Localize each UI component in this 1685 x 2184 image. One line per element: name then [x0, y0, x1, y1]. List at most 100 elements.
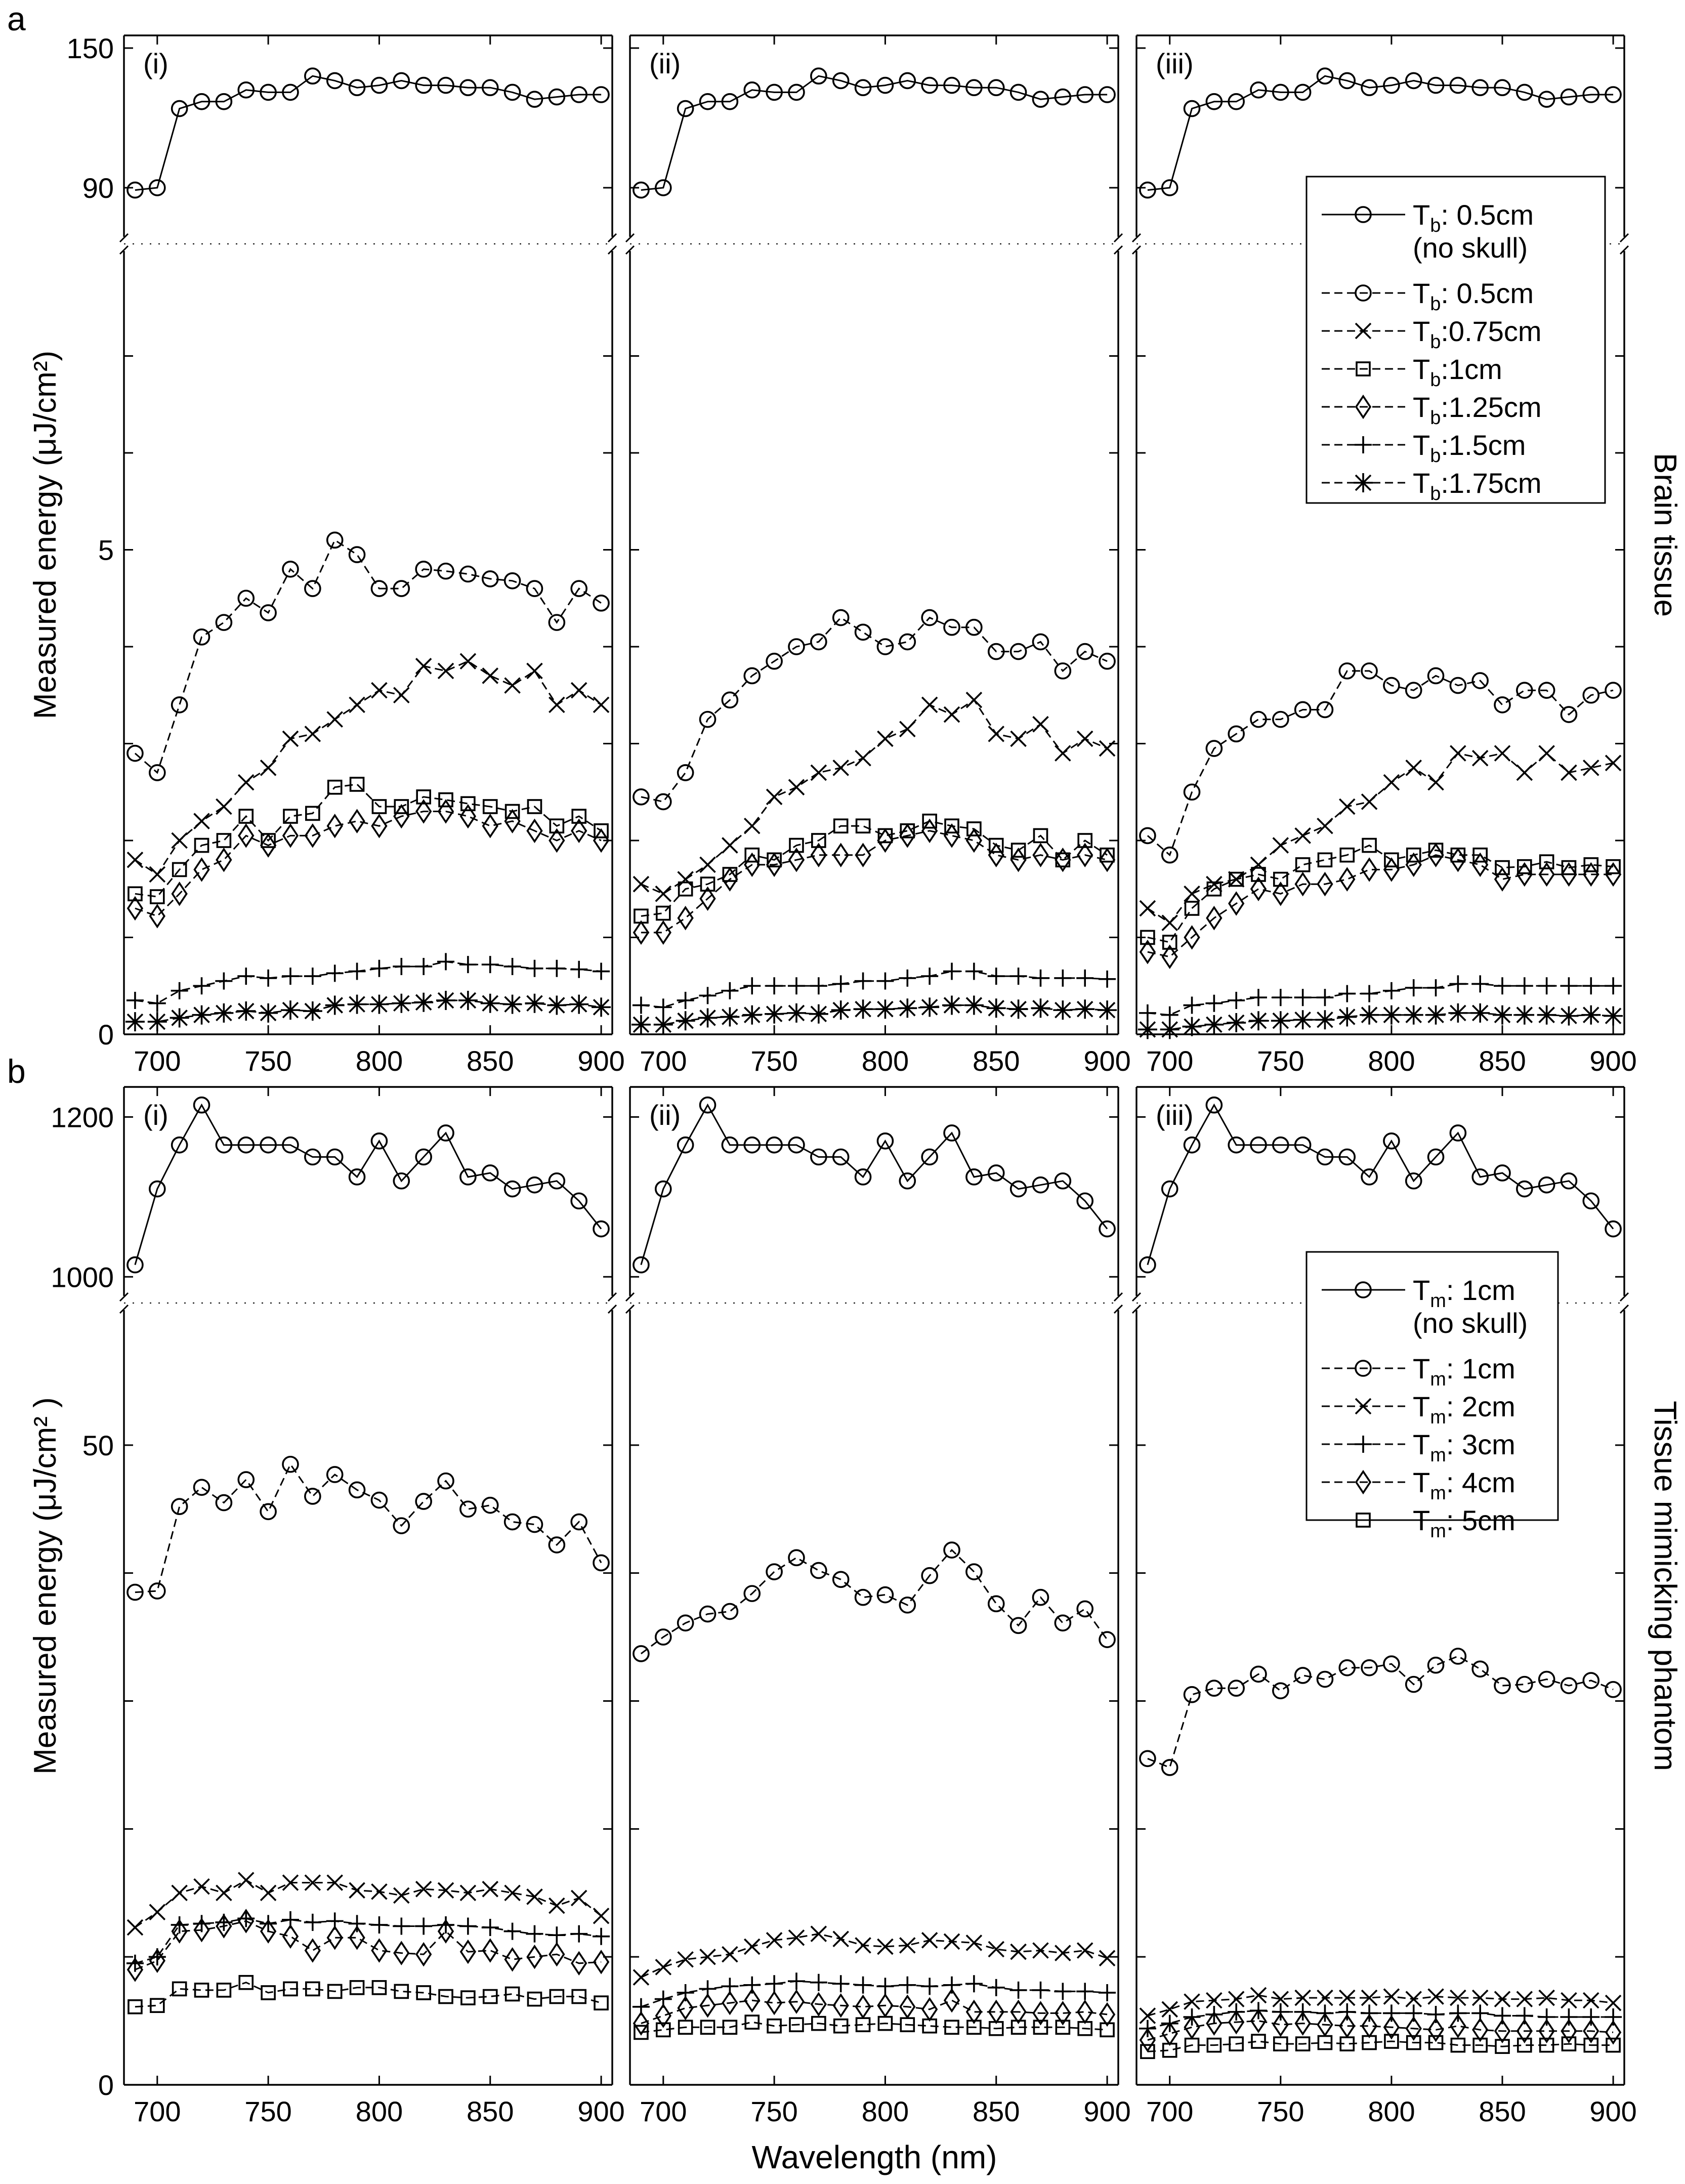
data-point [1161, 1180, 1178, 1198]
data-point [854, 623, 872, 641]
data-point [1140, 930, 1155, 945]
legend-marker [1355, 1360, 1372, 1377]
data-point [633, 181, 650, 199]
data-point [1383, 1988, 1400, 2005]
legend-marker [1354, 473, 1373, 492]
data-point [1362, 2035, 1377, 2050]
series-plus-6 [1139, 975, 1622, 1024]
data-point [854, 1168, 872, 1186]
data-point [1139, 2007, 1156, 2024]
legend-label: Tm: 4cm [1413, 1466, 1515, 1504]
data-point [1337, 1007, 1357, 1027]
x-tick-label: 700 [640, 1045, 687, 1077]
legend-marker [1355, 284, 1372, 302]
data-point [965, 828, 983, 853]
data-point [1055, 745, 1071, 762]
data-point [810, 977, 827, 995]
data-point [1338, 1989, 1356, 2006]
data-point [1493, 1005, 1512, 1025]
data-point [549, 696, 565, 713]
data-point [1077, 2021, 1093, 2036]
data-point [766, 83, 783, 101]
data-point [1272, 1136, 1289, 1154]
data-point [899, 1597, 916, 1614]
data-point [1294, 1667, 1312, 1684]
data-point [1205, 740, 1223, 757]
legend-box [1305, 176, 1606, 504]
data-point [1075, 999, 1095, 1019]
data-point [899, 72, 916, 90]
data-point [348, 546, 366, 563]
data-point [437, 953, 455, 971]
data-point [481, 1496, 499, 1514]
data-point [654, 998, 672, 1016]
data-point [1228, 1991, 1245, 2007]
x-tick-label: 800 [862, 1045, 909, 1077]
data-point [281, 968, 299, 985]
x-tick-label: 900 [1589, 1045, 1636, 1077]
data-point [282, 1874, 299, 1891]
data-point [1054, 1172, 1072, 1190]
data-point [1582, 1192, 1600, 1210]
data-point [765, 1004, 784, 1024]
x-tick-label: 750 [244, 1045, 291, 1077]
series-line [135, 1920, 602, 1970]
data-point [216, 833, 232, 848]
series-line [641, 1933, 1108, 1978]
data-point [549, 1989, 565, 2004]
data-point [1384, 852, 1399, 868]
data-point [1516, 1675, 1533, 1693]
data-point [393, 1917, 410, 1935]
y-tick-label: 50 [82, 1430, 114, 1461]
data-point [721, 691, 739, 709]
data-point [394, 1984, 409, 1999]
axis-break-mark [1619, 1304, 1629, 1314]
data-point [237, 1136, 255, 1154]
data-point [921, 1932, 938, 1949]
data-point [1250, 989, 1267, 1006]
data-point [1010, 730, 1027, 747]
data-point [393, 1172, 410, 1190]
data-point [593, 696, 610, 713]
axis-break-mark [1619, 1292, 1629, 1302]
data-point [392, 993, 411, 1013]
series-plus-6 [632, 962, 1116, 1016]
series-line [641, 616, 1108, 803]
data-point [633, 788, 650, 806]
data-point [1205, 1679, 1223, 1697]
legend-entry: Tb:1cm [1322, 353, 1502, 391]
data-point [1605, 754, 1622, 772]
data-point [832, 975, 850, 993]
data-point [943, 1988, 960, 2013]
data-point [1449, 76, 1467, 94]
data-point [966, 821, 982, 836]
data-point [348, 962, 366, 980]
data-point [1272, 989, 1289, 1006]
data-point [832, 1571, 850, 1588]
data-point [1405, 1675, 1422, 1693]
data-point [1427, 667, 1445, 685]
data-point [459, 1884, 477, 1902]
data-point [1206, 875, 1223, 893]
data-point [1515, 977, 1533, 995]
data-point [1228, 891, 1245, 916]
data-point [788, 848, 805, 872]
data-point [677, 100, 694, 117]
data-point [1450, 1989, 1466, 2006]
data-point [1471, 79, 1489, 96]
data-point [1471, 975, 1489, 993]
data-point [326, 531, 344, 549]
data-point [743, 1585, 761, 1602]
data-point [1010, 2020, 1026, 2035]
data-point [149, 1948, 165, 1973]
data-point [1272, 710, 1289, 728]
legend-marker [1355, 322, 1372, 340]
subplot-label: (i) [143, 1099, 168, 1131]
data-point [810, 1973, 827, 1991]
data-point [548, 88, 566, 106]
data-point [943, 962, 961, 980]
data-point [1494, 867, 1511, 892]
subplot-b-1: 700 750 800 850 900 1000 1200 0 50 (i) [51, 1086, 625, 2127]
data-point [678, 881, 693, 897]
